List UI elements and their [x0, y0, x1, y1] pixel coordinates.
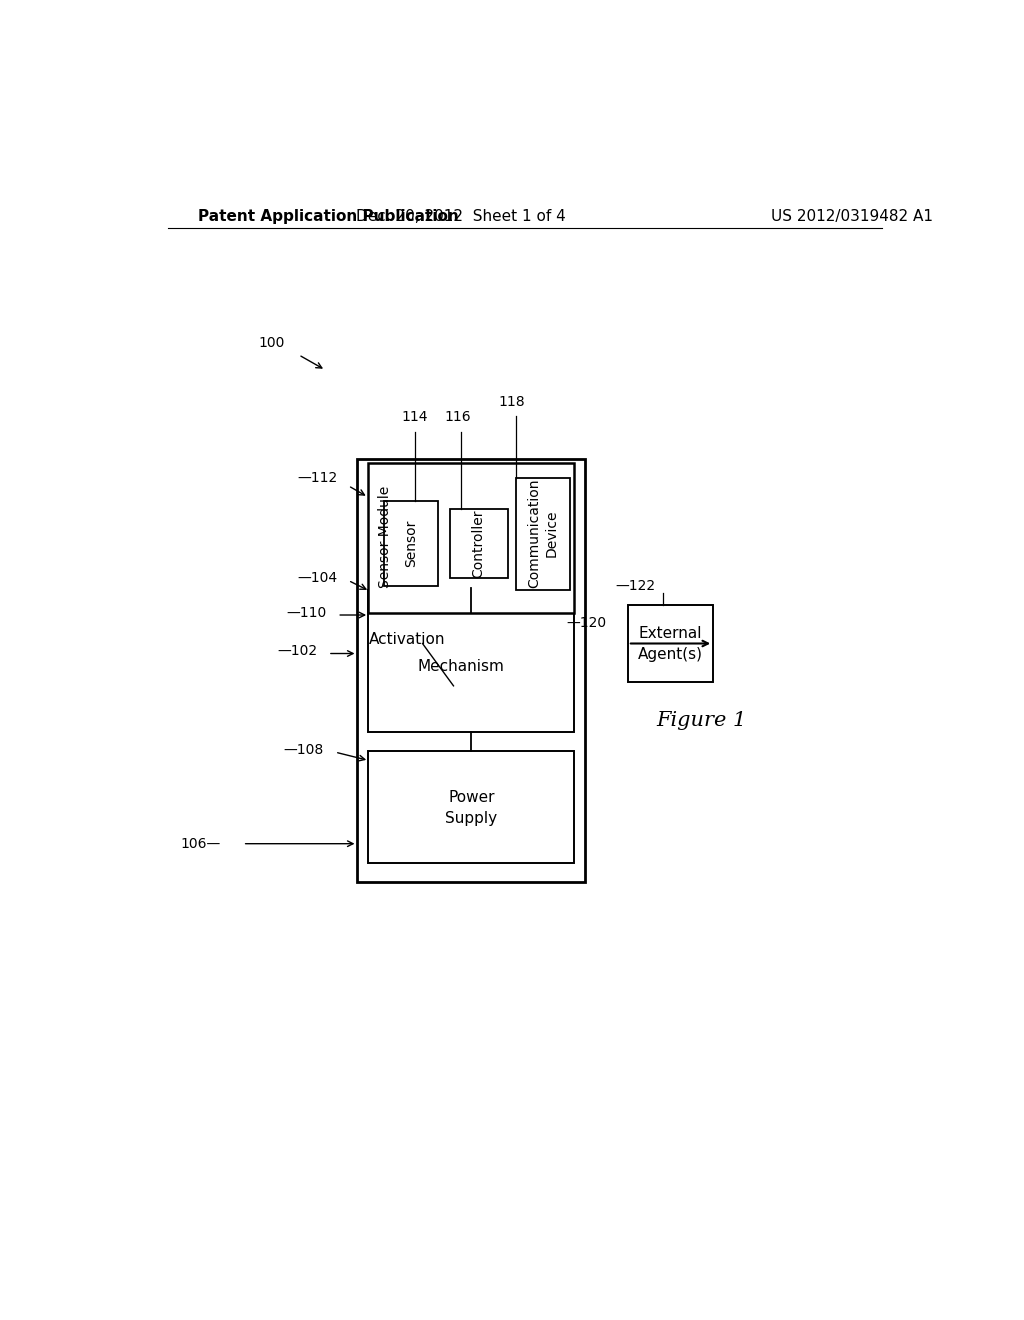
Text: 116: 116 — [444, 411, 471, 424]
Text: US 2012/0319482 A1: US 2012/0319482 A1 — [771, 209, 933, 223]
Text: —122: —122 — [614, 578, 655, 593]
Bar — [369, 751, 573, 863]
Bar — [515, 478, 569, 590]
Text: —102: —102 — [276, 644, 317, 659]
Text: Sensor Module: Sensor Module — [378, 486, 391, 589]
Text: Dec. 20, 2012  Sheet 1 of 4: Dec. 20, 2012 Sheet 1 of 4 — [356, 209, 566, 223]
Text: Power
Supply: Power Supply — [445, 789, 498, 825]
Text: —104: —104 — [297, 572, 337, 585]
Bar — [628, 605, 713, 682]
Text: —110: —110 — [286, 606, 327, 619]
Text: 114: 114 — [401, 411, 428, 424]
Text: —108: —108 — [284, 743, 324, 756]
Text: —120: —120 — [567, 615, 607, 630]
Text: Communication
Device: Communication Device — [527, 479, 558, 589]
Text: Mechanism: Mechanism — [418, 659, 505, 675]
Bar — [384, 502, 438, 586]
Text: Controller: Controller — [471, 510, 485, 578]
Text: External
Agent(s): External Agent(s) — [638, 626, 703, 661]
Bar — [450, 508, 508, 578]
Bar — [356, 459, 586, 882]
Text: 100: 100 — [258, 337, 285, 350]
Text: 118: 118 — [499, 395, 525, 409]
Text: Activation: Activation — [369, 632, 445, 647]
Bar — [369, 590, 573, 733]
Text: Sensor: Sensor — [403, 520, 418, 568]
Text: Patent Application Publication: Patent Application Publication — [198, 209, 459, 223]
Text: 106—: 106— — [181, 837, 221, 850]
Text: Figure 1: Figure 1 — [656, 711, 746, 730]
Text: —112: —112 — [297, 471, 337, 484]
Bar — [369, 462, 573, 612]
